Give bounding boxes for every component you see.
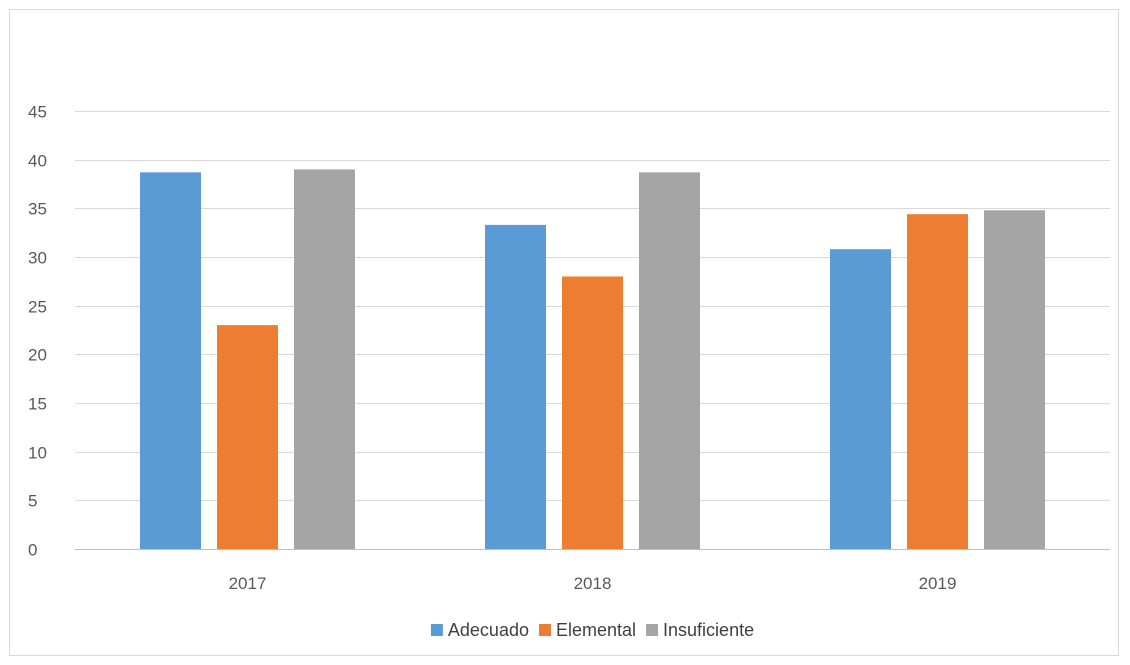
legend-swatch xyxy=(646,624,659,636)
x-tick-label: 2019 xyxy=(919,574,957,593)
legend-swatch xyxy=(430,624,443,636)
x-axis-ticks: 2017 2018 2019 xyxy=(229,574,957,593)
y-tick-label: 30 xyxy=(28,249,47,268)
legend-label: Adecuado xyxy=(448,620,529,640)
bar-elemental-2017 xyxy=(217,325,278,549)
legend-item-insuficiente: Insuficiente xyxy=(646,620,754,640)
x-tick-label: 2018 xyxy=(574,574,612,593)
y-tick-label: 45 xyxy=(28,103,47,122)
legend-item-adecuado: Adecuado xyxy=(430,620,529,640)
bar-adecuado-2017 xyxy=(140,172,201,549)
bar-elemental-2018 xyxy=(562,276,623,549)
y-tick-label: 0 xyxy=(28,541,37,560)
y-tick-label: 20 xyxy=(28,346,47,365)
y-tick-label: 35 xyxy=(28,200,47,219)
bar-insuficiente-2017 xyxy=(294,169,355,549)
bar-elemental-2019 xyxy=(907,214,968,549)
x-tick-label: 2017 xyxy=(229,574,267,593)
legend-label: Elemental xyxy=(556,620,636,640)
y-tick-label: 15 xyxy=(28,395,47,414)
legend-label: Insuficiente xyxy=(663,620,754,640)
bar-adecuado-2019 xyxy=(830,249,891,550)
y-axis-ticks: 0 5 10 15 20 25 30 35 40 45 xyxy=(28,103,47,560)
bars xyxy=(140,169,1045,550)
y-tick-label: 10 xyxy=(28,444,47,463)
legend: Adecuado Elemental Insuficiente xyxy=(430,620,754,640)
y-tick-label: 40 xyxy=(28,152,47,171)
y-tick-label: 5 xyxy=(28,492,37,511)
legend-swatch xyxy=(538,624,551,636)
bar-adecuado-2018 xyxy=(485,224,546,549)
y-tick-label: 25 xyxy=(28,298,47,317)
legend-item-elemental: Elemental xyxy=(538,620,636,640)
bar-insuficiente-2019 xyxy=(984,210,1045,549)
bar-insuficiente-2018 xyxy=(639,172,700,549)
